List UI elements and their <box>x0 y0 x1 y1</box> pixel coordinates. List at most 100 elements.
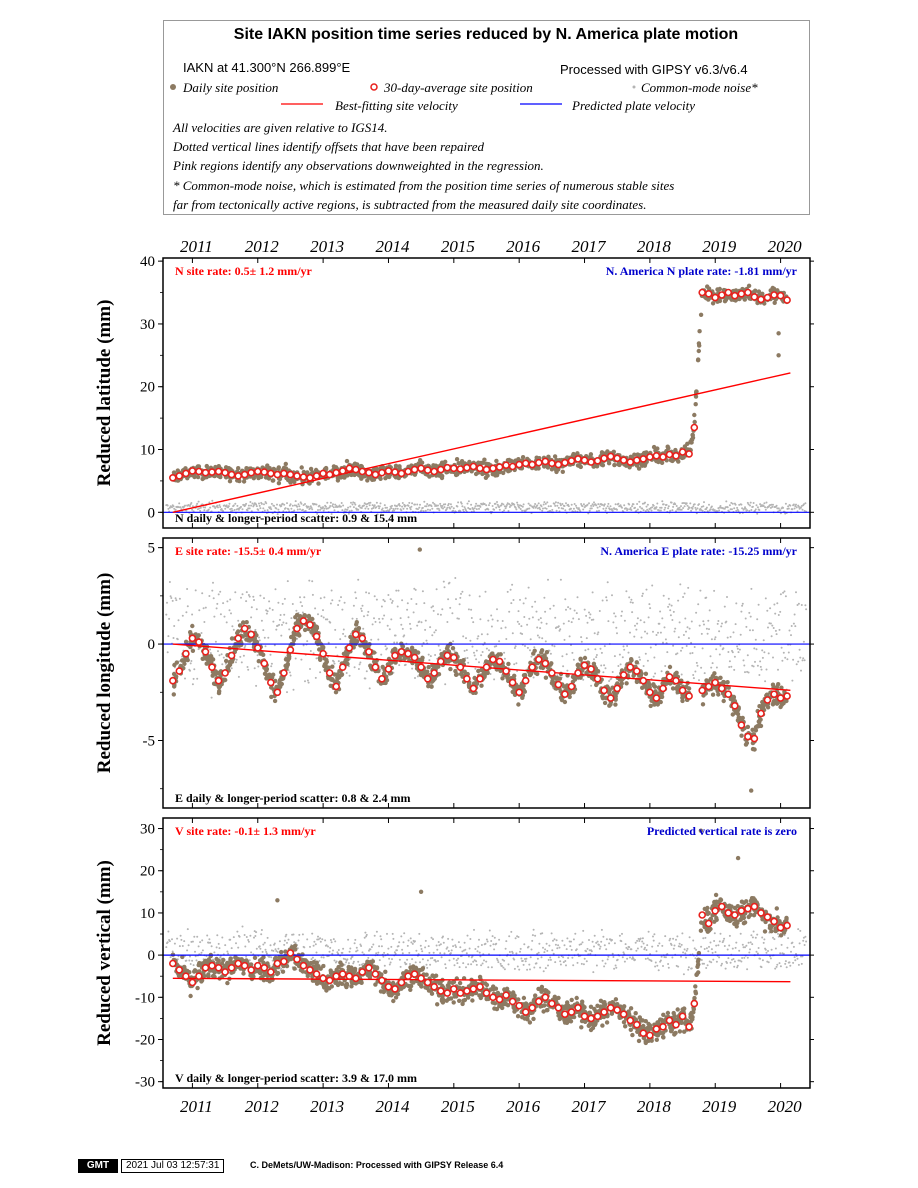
noise-point <box>769 504 772 506</box>
noise-point <box>498 508 501 511</box>
noise-point <box>752 502 755 504</box>
noise-point <box>496 619 499 622</box>
noise-point <box>355 617 358 620</box>
noise-point <box>568 635 571 638</box>
noise-point <box>380 605 383 608</box>
noise-point <box>473 654 476 657</box>
average-point <box>358 634 367 643</box>
noise-point <box>460 592 462 595</box>
average-point <box>338 663 347 672</box>
noise-point <box>449 503 452 506</box>
noise-point <box>381 617 384 620</box>
noise-point <box>296 505 299 508</box>
average-point <box>306 620 314 629</box>
noise-point <box>649 646 652 649</box>
noise-point <box>178 597 181 600</box>
noise-point <box>428 659 431 662</box>
noise-point <box>337 660 340 663</box>
noise-point <box>711 662 714 665</box>
noise-point <box>761 649 764 652</box>
noise-point <box>589 613 592 616</box>
daily-point <box>776 682 781 687</box>
daily-point <box>680 698 685 704</box>
noise-point <box>524 597 527 600</box>
noise-point <box>212 597 215 600</box>
average-point <box>391 468 399 476</box>
noise-point <box>388 508 391 511</box>
noise-point <box>682 634 685 636</box>
noise-point <box>541 637 544 640</box>
noise-point <box>504 626 507 629</box>
daily-point <box>667 664 673 670</box>
noise-point <box>635 628 638 631</box>
noise-point <box>736 647 739 650</box>
daily-point <box>571 690 576 695</box>
noise-point <box>636 622 639 625</box>
noise-point <box>687 586 690 589</box>
noise-point <box>458 603 461 606</box>
daily-point <box>190 623 195 629</box>
noise-point <box>166 504 169 507</box>
noise-point <box>720 625 723 628</box>
daily-point <box>426 664 431 670</box>
noise-point <box>194 589 197 592</box>
noise-point <box>174 508 177 511</box>
noise-point <box>792 658 795 661</box>
noise-point <box>349 505 352 508</box>
daily-point <box>269 685 274 690</box>
noise-point <box>759 665 762 668</box>
noise-point <box>345 672 348 674</box>
daily-point <box>776 353 781 358</box>
noise-point <box>354 503 357 506</box>
noise-point <box>283 503 286 506</box>
noise-point <box>213 505 216 508</box>
noise-point <box>467 661 470 664</box>
noise-point <box>331 505 334 507</box>
noise-point <box>749 629 751 632</box>
noise-point <box>350 501 352 504</box>
noise-point <box>793 507 796 510</box>
daily-point <box>577 463 582 469</box>
noise-point <box>456 617 459 620</box>
noise-point <box>168 617 171 620</box>
noise-point <box>318 504 321 507</box>
noise-point <box>424 509 427 512</box>
noise-point <box>563 505 566 507</box>
noise-point <box>524 645 526 647</box>
noise-point <box>340 596 342 599</box>
noise-point <box>500 627 503 630</box>
noise-point <box>245 600 248 603</box>
daily-point <box>171 692 176 697</box>
noise-point <box>453 650 456 652</box>
noise-point <box>433 631 436 634</box>
noise-point <box>537 502 540 505</box>
noise-point <box>774 612 777 615</box>
daily-point <box>749 788 754 793</box>
noise-point <box>209 506 212 509</box>
noise-point <box>527 502 530 505</box>
noise-point <box>393 509 396 512</box>
noise-point <box>463 649 466 652</box>
daily-point <box>740 715 745 721</box>
noise-point <box>341 608 344 611</box>
noise-point <box>670 501 673 504</box>
noise-point <box>667 507 670 510</box>
noise-point <box>645 588 648 591</box>
noise-point <box>759 503 762 506</box>
daily-point <box>432 665 437 671</box>
noise-point <box>709 508 712 511</box>
legend-daily-label: Daily site position <box>183 80 279 95</box>
noise-point <box>531 605 534 608</box>
noise-point <box>766 609 769 612</box>
noise-point <box>401 502 404 504</box>
daily-point <box>302 627 308 633</box>
noise-point <box>613 655 616 658</box>
daily-point <box>612 462 617 468</box>
noise-point <box>564 509 567 512</box>
noise-point <box>431 634 434 637</box>
noise-point <box>348 674 351 677</box>
noise-point <box>636 508 639 511</box>
noise-point <box>636 617 639 620</box>
noise-point <box>359 661 362 664</box>
daily-point <box>306 613 312 619</box>
